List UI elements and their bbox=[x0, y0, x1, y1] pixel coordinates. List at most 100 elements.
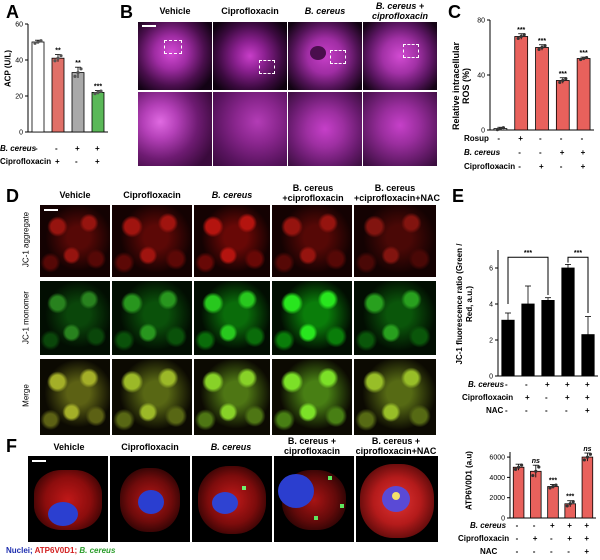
treatment-mark: + bbox=[518, 134, 523, 143]
y-tick-label: 0 bbox=[481, 128, 485, 135]
y-tick-label: 0 bbox=[501, 516, 505, 523]
data-point bbox=[498, 127, 502, 131]
panel-label-f: F bbox=[6, 436, 17, 456]
data-point bbox=[540, 45, 544, 50]
data-point bbox=[516, 36, 520, 41]
data-point bbox=[519, 34, 523, 39]
treatment-mark: - bbox=[497, 134, 501, 143]
treatment-mark: - bbox=[518, 148, 521, 157]
treatment-mark: - bbox=[515, 547, 519, 556]
y-tick-label: 80 bbox=[477, 18, 485, 25]
data-point bbox=[96, 90, 100, 94]
legend-atp6v0d1: ATP6V0D1; bbox=[34, 546, 78, 555]
data-point bbox=[534, 469, 538, 473]
bar-5 bbox=[581, 456, 594, 519]
data-point bbox=[514, 467, 518, 471]
treatment-mark: + bbox=[585, 393, 590, 402]
panel-d-header-3: B. cereus bbox=[211, 190, 253, 200]
panel-d-image-merge-3 bbox=[194, 359, 270, 435]
legend-bcereus: B. cereus bbox=[79, 546, 116, 555]
data-point bbox=[585, 455, 589, 459]
treatment-mark: + bbox=[95, 144, 100, 153]
treatment-mark: - bbox=[539, 148, 542, 157]
bar-2 bbox=[530, 470, 542, 519]
treatment-mark: - bbox=[532, 547, 536, 556]
panel-b-header-1: Vehicle bbox=[159, 6, 191, 16]
panel-d-image-green-2 bbox=[112, 281, 192, 355]
bar-5 bbox=[576, 58, 591, 131]
treatment-mark: + bbox=[565, 380, 570, 389]
bar-3 bbox=[535, 47, 549, 131]
panel-f-row1-label: B. cereus bbox=[470, 521, 507, 530]
treatment-mark: - bbox=[525, 406, 528, 415]
treatment-mark: - bbox=[539, 134, 542, 143]
data-point bbox=[93, 92, 97, 96]
treatment-mark: + bbox=[567, 534, 572, 543]
significance-label: *** bbox=[549, 477, 557, 484]
panel-f-header-1: Vehicle bbox=[53, 442, 85, 452]
panel-b-image-cipro bbox=[213, 22, 287, 90]
treatment-mark: - bbox=[505, 406, 508, 415]
data-point bbox=[565, 504, 569, 508]
panel-c-row3-label: Ciprofloxacin bbox=[464, 162, 516, 171]
treatment-mark: + bbox=[567, 521, 572, 530]
panel-a-row1-label: B. cereus bbox=[0, 144, 37, 153]
panel-d-image-red-1 bbox=[40, 205, 110, 277]
data-point bbox=[56, 56, 60, 60]
panel-d-image-merge-4 bbox=[272, 359, 352, 435]
data-point bbox=[585, 55, 589, 60]
data-point bbox=[76, 71, 80, 75]
data-point bbox=[537, 465, 541, 469]
treatment-mark: - bbox=[545, 406, 548, 415]
data-point bbox=[99, 89, 103, 93]
data-point bbox=[53, 59, 57, 63]
panel-b-zoom-bcereus bbox=[288, 92, 362, 166]
significance-label: *** bbox=[566, 494, 574, 501]
panel-f-image-cipro bbox=[110, 456, 190, 542]
panel-d-header-1: Vehicle bbox=[59, 190, 91, 200]
panel-d-image-merge-2 bbox=[112, 359, 192, 435]
treatment-mark: - bbox=[532, 521, 536, 530]
treatment-mark: + bbox=[584, 547, 590, 556]
panel-b-image-vehicle bbox=[138, 22, 212, 90]
data-point bbox=[548, 486, 552, 490]
significance-label: ** bbox=[55, 48, 61, 55]
treatment-mark: + bbox=[580, 148, 586, 157]
significance-label: ns bbox=[532, 458, 540, 465]
treatment-mark: + bbox=[550, 521, 555, 530]
treatment-mark: + bbox=[75, 144, 80, 153]
bar-1 bbox=[501, 319, 515, 377]
panel-d-rowlabel-3: Merge bbox=[21, 384, 31, 407]
bar-3 bbox=[547, 486, 559, 519]
panel-b-zoom-vehicle bbox=[138, 92, 212, 166]
y-tick-label: 6000 bbox=[489, 455, 505, 462]
data-point bbox=[564, 76, 568, 81]
legend-nuclei: Nuclei; bbox=[6, 546, 33, 555]
data-point bbox=[582, 56, 586, 61]
data-point bbox=[33, 41, 37, 45]
data-point bbox=[568, 502, 572, 506]
y-tick-label: 40 bbox=[15, 58, 23, 65]
treatment-mark: + bbox=[585, 380, 590, 389]
significance-label: *** bbox=[94, 84, 102, 91]
panel-d-rowlabel-2: JC-1 monomer bbox=[21, 291, 31, 344]
panel-label-b: B bbox=[120, 2, 133, 22]
panel-f-header-5: B. cereus + ciprofloxacin+NAC bbox=[355, 436, 437, 456]
panel-d-image-red-3 bbox=[194, 205, 270, 277]
treatment-mark: - bbox=[35, 157, 38, 166]
panel-d-image-green-4 bbox=[272, 281, 352, 355]
treatment-mark: + bbox=[580, 162, 586, 171]
y-tick-label: 40 bbox=[477, 73, 485, 80]
data-point bbox=[571, 500, 575, 504]
treatment-mark: + bbox=[584, 521, 590, 530]
panel-b-image-combo bbox=[363, 22, 437, 90]
data-point bbox=[582, 458, 586, 462]
treatment-mark: - bbox=[567, 547, 570, 556]
significance-label: ns bbox=[583, 446, 591, 453]
data-point bbox=[522, 32, 526, 37]
panel-f-row3-label: NAC bbox=[480, 547, 498, 556]
treatment-mark: - bbox=[55, 144, 58, 153]
significance-label: ** bbox=[75, 60, 81, 67]
panel-f-image-vehicle bbox=[28, 456, 108, 542]
panel-f-row2-label: Ciprofloxacin bbox=[458, 534, 510, 543]
